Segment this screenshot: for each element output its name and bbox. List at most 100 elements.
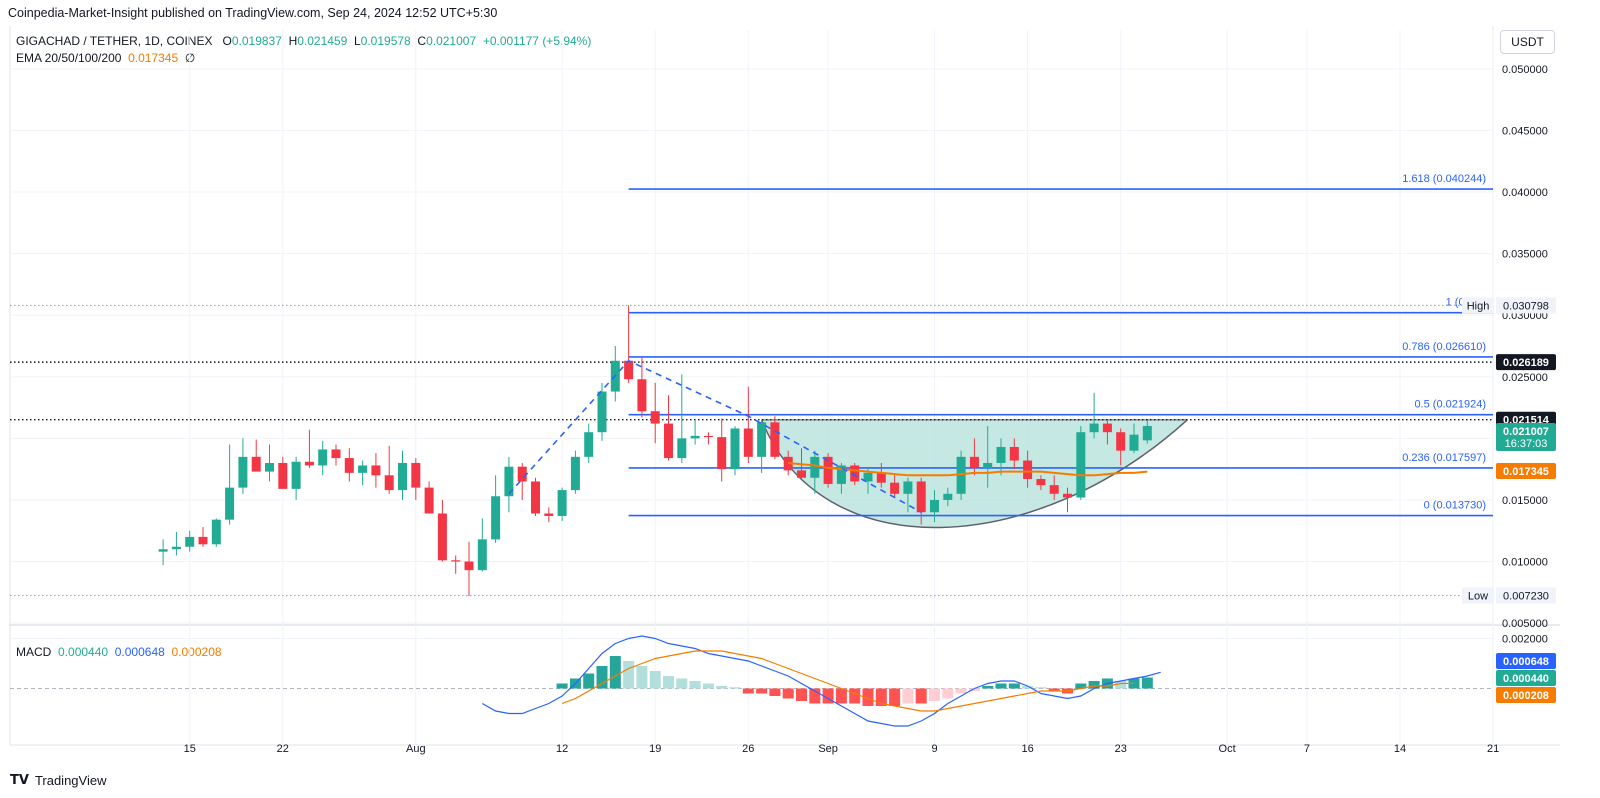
candle-up[interactable] <box>1076 432 1086 498</box>
candle-down[interactable] <box>304 461 314 466</box>
candle-down[interactable] <box>664 423 674 459</box>
candle-up[interactable] <box>211 519 221 545</box>
macd-histogram-bar <box>942 688 954 699</box>
candle-up[interactable] <box>956 456 966 494</box>
candle-down[interactable] <box>331 449 341 459</box>
candle-up[interactable] <box>358 465 368 473</box>
price-tag-value: 0.017345 <box>1503 466 1549 478</box>
macd-histogram-bar <box>1075 683 1087 689</box>
candle-down[interactable] <box>969 456 979 468</box>
candle-down[interactable] <box>344 458 354 473</box>
macd-histogram-bar <box>702 683 714 689</box>
candle-up[interactable] <box>238 456 248 488</box>
candle-down[interactable] <box>650 411 660 424</box>
candle-down[interactable] <box>823 456 833 484</box>
candle-down[interactable] <box>770 422 780 457</box>
candle-up[interactable] <box>158 549 168 552</box>
footer-brand[interactable]: TradingView <box>34 773 107 788</box>
macd-histogram-bar <box>609 656 621 689</box>
candle-down[interactable] <box>251 456 261 472</box>
ema-label[interactable]: EMA 20/50/100/200 <box>16 51 122 65</box>
candle-down[interactable] <box>278 462 288 489</box>
candle-down[interactable] <box>1009 446 1019 461</box>
candle-down[interactable] <box>198 536 208 545</box>
currency-button[interactable]: USDT <box>1500 30 1555 54</box>
candle-up[interactable] <box>983 462 993 468</box>
macd-histogram-bar <box>1115 681 1127 689</box>
candle-up[interactable] <box>996 446 1006 463</box>
price-tick-label: 0.025000 <box>1502 372 1548 384</box>
macd-label[interactable]: MACD <box>16 645 52 659</box>
candle-up[interactable] <box>557 490 567 516</box>
candle-down[interactable] <box>624 360 634 380</box>
candle-down[interactable] <box>531 481 541 514</box>
candle-up[interactable] <box>903 481 913 494</box>
candle-up[interactable] <box>1129 434 1139 451</box>
macd-tick-label: 0.002000 <box>1502 634 1548 646</box>
candle-down[interactable] <box>384 475 394 491</box>
candle-up[interactable] <box>677 438 687 459</box>
candle-up[interactable] <box>185 536 195 547</box>
candle-up[interactable] <box>491 496 501 540</box>
candle-up[interactable] <box>757 422 767 457</box>
candle-down[interactable] <box>1102 423 1112 433</box>
candle-up[interactable] <box>584 432 594 457</box>
candle-down[interactable] <box>637 379 647 412</box>
candle-down[interactable] <box>850 465 860 482</box>
footer: TV TradingView <box>10 773 106 788</box>
candle-up[interactable] <box>398 462 408 491</box>
candle-up[interactable] <box>690 435 700 439</box>
candle-down[interactable] <box>464 561 474 571</box>
candle-down[interactable] <box>916 481 926 513</box>
candle-down[interactable] <box>797 470 807 478</box>
candle-up[interactable] <box>810 456 820 478</box>
candle-up[interactable] <box>265 462 275 472</box>
macd-line <box>482 635 1161 727</box>
candle-down[interactable] <box>1036 479 1046 486</box>
candle-down[interactable] <box>451 560 461 562</box>
candle-up[interactable] <box>930 499 940 513</box>
macd-histogram-bar <box>835 688 847 704</box>
macd-histogram-bar <box>862 688 874 706</box>
macd-histogram-bar <box>968 688 980 691</box>
candle-down[interactable] <box>703 435 713 438</box>
candle-down[interactable] <box>424 487 434 514</box>
candle-up[interactable] <box>863 472 873 482</box>
candle-up[interactable] <box>477 539 487 571</box>
symbol-legend[interactable]: GIGACHAD / TETHER, 1D, COINEX O0.019837 … <box>16 34 591 48</box>
symbol-name[interactable]: GIGACHAD / TETHER, 1D, COINEX <box>16 34 213 48</box>
candle-up[interactable] <box>1142 425 1152 441</box>
macd-legend[interactable]: MACD 0.000440 0.000648 0.000208 <box>16 645 222 659</box>
candle-down[interactable] <box>717 437 727 470</box>
candle-up[interactable] <box>570 456 580 491</box>
price-tag-value: 0.000208 <box>1503 690 1549 702</box>
candle-down[interactable] <box>544 513 554 516</box>
candle-up[interactable] <box>836 465 846 484</box>
candle-up[interactable] <box>171 546 181 550</box>
candle-up[interactable] <box>1089 423 1099 433</box>
candle-down[interactable] <box>411 462 421 488</box>
candle-up[interactable] <box>225 487 235 520</box>
candle-down[interactable] <box>1023 460 1033 480</box>
candle-down[interactable] <box>1049 485 1059 494</box>
candle-down[interactable] <box>876 472 886 483</box>
candle-down[interactable] <box>1063 493 1073 498</box>
candle-up[interactable] <box>597 391 607 433</box>
candle-down[interactable] <box>1116 432 1126 451</box>
candle-up[interactable] <box>504 466 514 497</box>
candle-up[interactable] <box>318 449 328 466</box>
price-tick-label: 0.035000 <box>1502 249 1548 261</box>
tradingview-logo-icon[interactable]: TV <box>10 773 29 788</box>
macd-histogram-bar <box>1022 686 1034 689</box>
macd-histogram-bar <box>915 688 927 704</box>
candle-down[interactable] <box>743 428 753 457</box>
macd-histogram-bar <box>636 666 648 689</box>
candle-down[interactable] <box>890 482 900 494</box>
candle-down[interactable] <box>371 465 381 476</box>
candle-down[interactable] <box>437 513 447 561</box>
candle-up[interactable] <box>730 428 740 470</box>
candle-down[interactable] <box>517 466 527 482</box>
candle-up[interactable] <box>943 493 953 500</box>
candle-up[interactable] <box>291 461 301 489</box>
